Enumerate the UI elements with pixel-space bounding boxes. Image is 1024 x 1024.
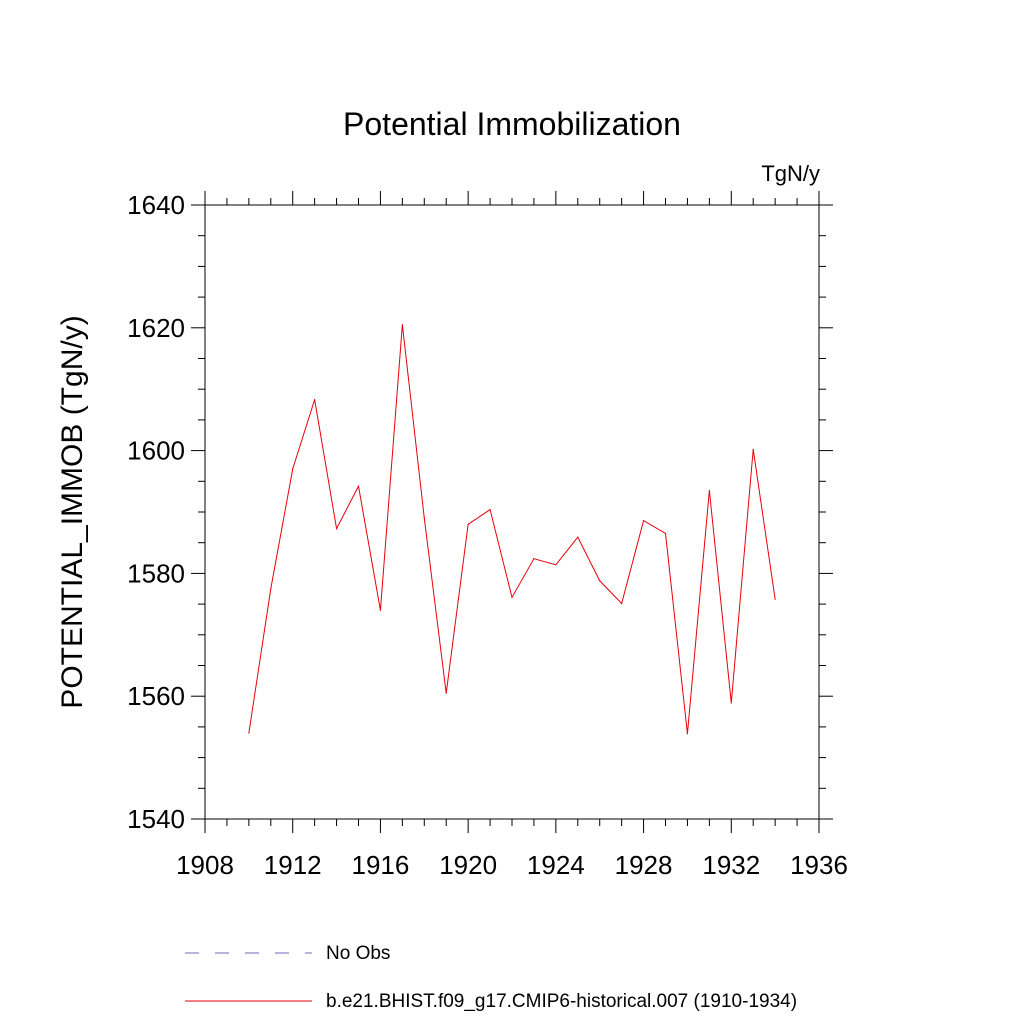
x-tick-label: 1908: [176, 850, 234, 880]
data-point: [621, 602, 623, 605]
data-point: [379, 609, 382, 611]
data-point: [270, 588, 272, 590]
data-point: [445, 692, 447, 694]
legend-label-historical: b.e21.BHIST.f09_g17.CMIP6-historical.007…: [326, 991, 797, 1012]
x-tick-label: 1920: [439, 850, 497, 880]
data-point: [467, 523, 469, 525]
data-point: [599, 580, 601, 582]
x-tick-label: 1936: [790, 850, 848, 880]
data-point: [335, 527, 338, 530]
data-point: [730, 702, 732, 704]
series-layer: [248, 324, 776, 735]
y-tick-label: 1580: [127, 558, 185, 588]
axis-tick-labels: 1908 1912 1916 1920 1924 1928 1932 1936 1540 1560…: [127, 190, 848, 880]
data-point: [423, 517, 425, 519]
data-point: [752, 448, 754, 450]
data-point: [511, 596, 513, 598]
y-tick-label: 1600: [127, 436, 185, 466]
data-point: [555, 564, 557, 566]
legend-label-no-obs: No Obs: [326, 943, 390, 964]
data-point: [642, 520, 645, 522]
x-tick-label: 1916: [352, 850, 410, 880]
y-tick-label: 1540: [127, 804, 185, 834]
x-tick-label: 1928: [615, 850, 673, 880]
series-line-1: [248, 324, 776, 734]
data-point: [489, 508, 491, 511]
axis-ticks: [191, 191, 833, 833]
data-point: [314, 399, 316, 401]
data-point: [774, 598, 776, 600]
y-tick-label: 1560: [127, 681, 185, 711]
data-point: [708, 489, 710, 492]
y-tick-label: 1620: [127, 313, 185, 343]
data-point: [292, 468, 294, 470]
data-point: [533, 558, 535, 560]
data-point: [357, 485, 360, 487]
data-point: [577, 536, 579, 538]
x-tick-label: 1924: [527, 850, 585, 880]
legend: No Obs b.e21.BHIST.f09_g17.CMIP6-histori…: [185, 943, 797, 1012]
y-tick-label: 1640: [127, 190, 185, 220]
units-label: TgN/y: [761, 161, 820, 186]
data-point: [248, 732, 250, 734]
x-tick-label: 1932: [702, 850, 760, 880]
data-point: [664, 532, 667, 535]
data-point: [401, 324, 403, 326]
plot-frame: [204, 204, 820, 820]
y-axis-label: POTENTIAL_IMMOB (TgN/y): [56, 315, 89, 708]
data-point: [686, 733, 689, 735]
chart-title: Potential Immobilization: [343, 106, 681, 142]
x-tick-label: 1912: [264, 850, 322, 880]
